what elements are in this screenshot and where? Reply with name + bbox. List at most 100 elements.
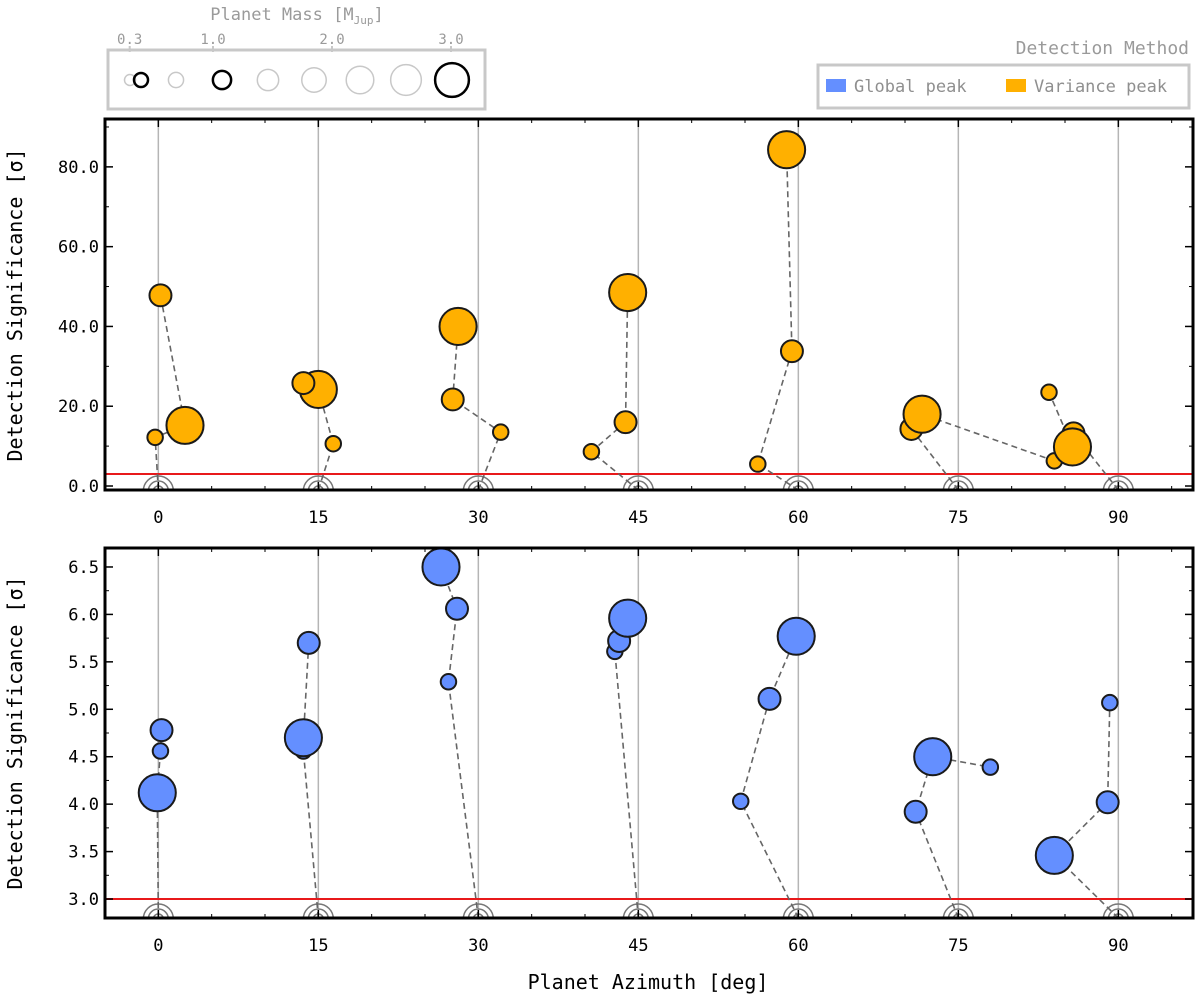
mass-legend-frame — [106, 48, 487, 111]
variance-peak-swatch — [1006, 79, 1026, 92]
data-point — [165, 405, 205, 445]
trajectory-line — [156, 730, 163, 919]
data-point — [440, 387, 465, 412]
trajectory-line — [739, 635, 800, 919]
method-legend-frame — [816, 63, 1191, 110]
true-position-marker — [147, 480, 170, 492]
y-tick-label: 4.5 — [68, 748, 99, 768]
data-point — [749, 455, 767, 473]
x-tick-label: 60 — [788, 936, 808, 956]
data-point — [582, 442, 601, 461]
true-position-marker — [307, 480, 330, 492]
data-point — [438, 306, 478, 346]
data-point — [731, 792, 750, 811]
true-position-marker — [462, 903, 495, 920]
y-tick-label: 6.0 — [68, 605, 99, 625]
mass-legend-marker — [433, 61, 471, 99]
x-tick-label: 75 — [948, 508, 968, 528]
data-point — [608, 272, 648, 313]
true-position-marker — [947, 480, 970, 492]
true-position-marker — [467, 908, 490, 920]
bottom-axes-frame — [103, 546, 1195, 920]
data-point — [902, 394, 942, 434]
data-point — [445, 596, 469, 621]
true-position-marker — [147, 908, 170, 920]
data-point — [151, 742, 170, 760]
mass-legend: Planet Mass [MJup] 0.3 1.0 2.0 3.0 — [106, 5, 487, 111]
true-position-marker — [947, 908, 970, 920]
mass-legend-marker — [389, 63, 423, 97]
y-tick-label: 5.0 — [68, 700, 99, 720]
x-tick-label: 30 — [468, 508, 488, 528]
true-position-marker — [462, 475, 495, 492]
mass-legend-marker — [301, 67, 327, 93]
trajectory-line — [1048, 391, 1119, 491]
x-tick-label: 60 — [788, 508, 808, 528]
data-point — [776, 616, 816, 656]
true-position-marker — [782, 903, 815, 920]
true-position-marker — [942, 475, 975, 492]
true-position-marker — [307, 908, 330, 920]
trajectory-line — [451, 326, 502, 491]
true-position-marker — [1107, 908, 1130, 920]
data-point — [146, 428, 164, 447]
data-point — [291, 371, 316, 396]
method-legend: Detection Method Global peak Variance pe… — [816, 38, 1191, 110]
trajectory-line — [1053, 702, 1119, 919]
true-position-marker — [142, 475, 175, 492]
mass-legend-title: Planet Mass [MJup] — [210, 5, 383, 27]
bottom-ylabel: Detection Significance [σ] — [3, 576, 27, 889]
x-tick-label: 45 — [628, 936, 648, 956]
data-point — [903, 799, 928, 824]
global-peak-label: Global peak — [854, 77, 967, 97]
bottom-panel: 0 15 30 45 60 75 90 3.0 3.5 4.0 4.5 5.0 5.5 6.0 6.5 De… — [3, 546, 1195, 994]
data-point — [1034, 835, 1074, 875]
x-tick-label: 90 — [1108, 936, 1128, 956]
true-position-marker — [302, 475, 335, 492]
trajectory-line — [756, 149, 799, 491]
x-tick-label: 30 — [468, 936, 488, 956]
trajectory-line — [910, 413, 1055, 491]
data-point — [913, 737, 953, 777]
data-point — [324, 434, 343, 453]
trajectory-line — [590, 292, 639, 491]
mass-legend-tick-label: 3.0 — [438, 32, 463, 48]
data-point — [613, 410, 638, 435]
y-tick-label: 60.0 — [58, 238, 99, 258]
top-panel: 0 15 30 45 60 75 90 0.0 20.0 40.0 60.0 80.0 Detecti… — [3, 117, 1195, 528]
mass-legend-marker — [256, 68, 280, 92]
trajectory-line — [914, 755, 991, 919]
true-position-marker — [1107, 480, 1130, 492]
x-tick-label: 0 — [153, 936, 163, 956]
true-position-marker — [467, 480, 490, 492]
top-ylabel: Detection Significance [σ] — [3, 148, 27, 461]
variance-peak-label: Variance peak — [1034, 77, 1167, 97]
y-tick-label: 80.0 — [58, 158, 99, 178]
data-point — [1052, 427, 1093, 467]
mass-legend-marker — [211, 69, 233, 91]
x-tick-label: 15 — [308, 508, 328, 528]
data-point — [1040, 383, 1058, 402]
true-position-marker — [787, 908, 810, 920]
data-point — [283, 718, 323, 758]
data-point — [608, 598, 648, 638]
true-position-marker — [302, 903, 335, 920]
trajectory-line — [440, 566, 480, 919]
x-tick-label: 75 — [948, 936, 968, 956]
data-point — [767, 130, 807, 170]
true-position-marker — [942, 903, 975, 920]
data-point — [149, 718, 174, 743]
y-tick-label: 0.0 — [68, 477, 99, 497]
method-legend-title: Detection Method — [1016, 38, 1189, 59]
mass-legend-tick-label: 1.0 — [200, 32, 225, 48]
true-position-marker — [1102, 903, 1135, 920]
data-point — [779, 339, 804, 364]
true-position-marker — [782, 475, 815, 492]
data-point — [491, 423, 510, 441]
data-point — [137, 773, 177, 813]
true-position-marker — [1102, 475, 1135, 492]
data-point — [439, 673, 458, 691]
global-peak-swatch — [826, 79, 846, 92]
mass-legend-tick-label: 2.0 — [319, 32, 344, 48]
